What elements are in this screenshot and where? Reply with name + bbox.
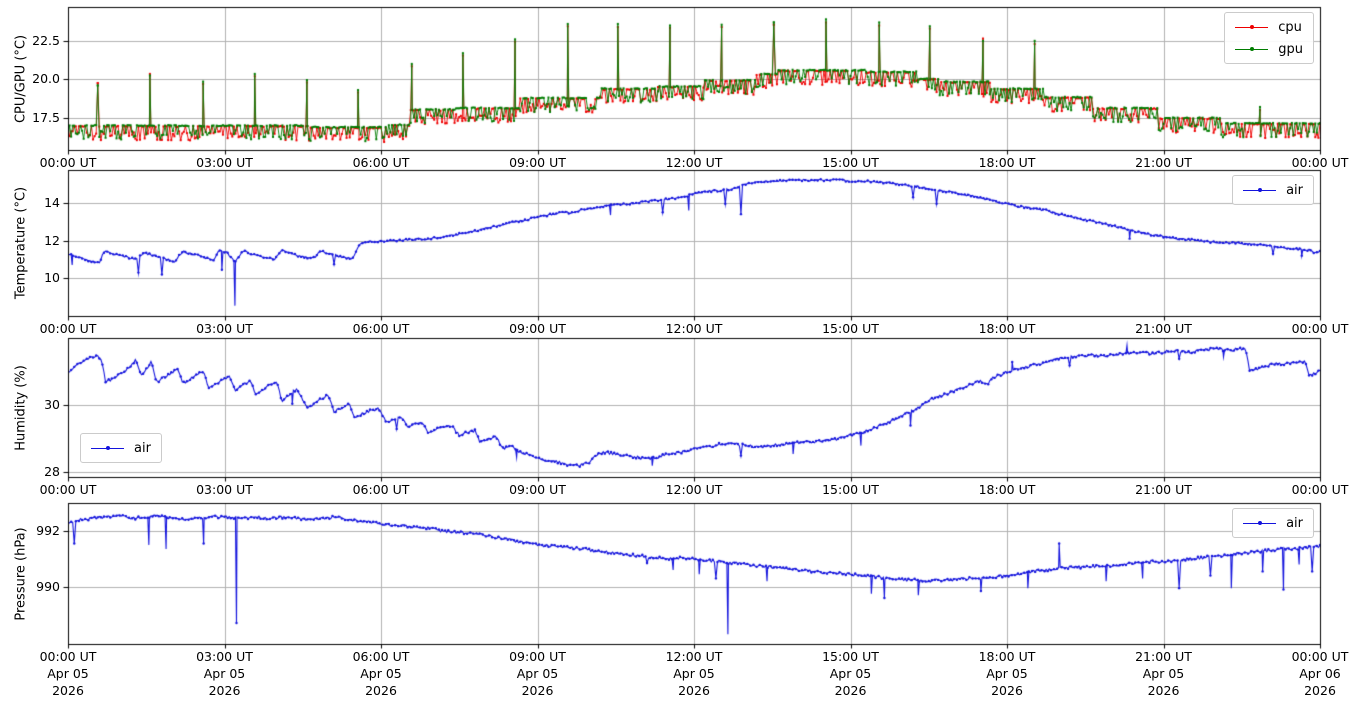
x-tick-label: 12:00 UT xyxy=(665,482,723,497)
x-tick-label: 00:00 UT Apr 06 2026 xyxy=(1291,649,1349,698)
x-tick-label: 00:00 UT xyxy=(1291,155,1349,170)
y-tick-label: 17.5 xyxy=(32,109,60,125)
legend-marker-dot xyxy=(1257,188,1262,192)
x-tick-label: 00:00 UT Apr 05 2026 xyxy=(39,649,97,698)
x-tick-label: 00:00 UT xyxy=(1291,482,1349,497)
legend-line-sample xyxy=(1235,25,1269,29)
legend-marker-dot xyxy=(1249,47,1254,51)
y-tick-label: 22.5 xyxy=(32,32,60,48)
y-tick-label: 12 xyxy=(44,232,60,248)
y-tick-label: 992 xyxy=(36,522,60,538)
legend-entry-air: air xyxy=(1243,513,1303,533)
x-tick-label: 03:00 UT xyxy=(196,155,253,170)
legend-line-sample xyxy=(1243,521,1277,525)
legend-marker-dot xyxy=(105,446,110,450)
legend-line-sample xyxy=(1235,47,1269,51)
legend-line-sample xyxy=(91,446,124,450)
x-tick-label: 03:00 UT xyxy=(196,321,253,336)
x-tick-label: 06:00 UT xyxy=(352,321,410,336)
x-tick-label: 15:00 UT Apr 05 2026 xyxy=(822,649,879,698)
legend-entry-air: air xyxy=(91,438,151,458)
legend-label: air xyxy=(1286,182,1303,198)
x-tick-label: 00:00 UT xyxy=(39,321,97,336)
legend-entry-cpu: cpu xyxy=(1235,17,1303,37)
x-tick-label: 21:00 UT Apr 05 2026 xyxy=(1135,649,1192,698)
x-tick-label: 06:00 UT xyxy=(352,482,410,497)
y-tick-label: 10 xyxy=(44,270,60,286)
legend-marker-dot xyxy=(1257,521,1262,525)
y-tick-label: 14 xyxy=(44,194,60,210)
x-tick-label: 06:00 UT xyxy=(352,155,410,170)
x-tick-label: 09:00 UT xyxy=(509,321,566,336)
x-tick-label: 09:00 UT xyxy=(509,155,566,170)
x-tick-label: 15:00 UT xyxy=(822,482,879,497)
x-tick-label: 15:00 UT xyxy=(822,155,879,170)
y-tick-label: 28 xyxy=(44,464,60,480)
legend-entry-gpu: gpu xyxy=(1235,39,1303,59)
x-tick-label: 18:00 UT xyxy=(978,321,1036,336)
x-tick-label: 12:00 UT xyxy=(665,155,723,170)
x-tick-label: 06:00 UT Apr 05 2026 xyxy=(352,649,410,698)
legend-pressure-panel: air xyxy=(1232,508,1314,538)
x-tick-label: 09:00 UT xyxy=(509,482,566,497)
axis-label-humidity-panel: Humidity (%) xyxy=(13,364,29,451)
x-tick-label: 12:00 UT Apr 05 2026 xyxy=(665,649,723,698)
axis-label-temperature-panel: Temperature (°C) xyxy=(13,186,29,300)
x-tick-label: 00:00 UT xyxy=(39,482,97,497)
x-tick-label: 00:00 UT xyxy=(1291,321,1349,336)
legend-line-sample xyxy=(1243,188,1277,192)
legend-label: air xyxy=(1286,515,1303,531)
y-tick-label: 20.0 xyxy=(32,71,60,87)
x-tick-label: 21:00 UT xyxy=(1135,155,1192,170)
x-tick-label: 21:00 UT xyxy=(1135,482,1192,497)
x-tick-label: 18:00 UT xyxy=(978,482,1036,497)
x-tick-label: 18:00 UT Apr 05 2026 xyxy=(978,649,1036,698)
axis-label-cpu-gpu-panel: CPU/GPU (°C) xyxy=(13,34,29,123)
x-tick-label: 12:00 UT xyxy=(665,321,723,336)
legend-marker-dot xyxy=(1249,25,1254,29)
legend-cpu-gpu-panel: cpu gpu xyxy=(1224,12,1314,64)
x-tick-label: 03:00 UT xyxy=(196,482,253,497)
legend-label: gpu xyxy=(1278,41,1303,57)
x-tick-label: 03:00 UT Apr 05 2026 xyxy=(196,649,253,698)
axis-label-pressure-panel: Pressure (hPa) xyxy=(13,526,29,621)
legend-humidity-panel: air xyxy=(80,433,162,463)
y-tick-label: 990 xyxy=(36,578,60,594)
y-tick-label: 30 xyxy=(44,397,60,413)
x-tick-label: 09:00 UT Apr 05 2026 xyxy=(509,649,566,698)
legend-entry-air: air xyxy=(1243,180,1303,200)
x-tick-label: 00:00 UT xyxy=(39,155,97,170)
legend-temperature-panel: air xyxy=(1232,175,1314,205)
x-tick-label: 15:00 UT xyxy=(822,321,879,336)
legend-label: cpu xyxy=(1278,19,1302,35)
legend-label: air xyxy=(134,440,151,456)
x-tick-label: 18:00 UT xyxy=(978,155,1036,170)
x-tick-label: 21:00 UT xyxy=(1135,321,1192,336)
